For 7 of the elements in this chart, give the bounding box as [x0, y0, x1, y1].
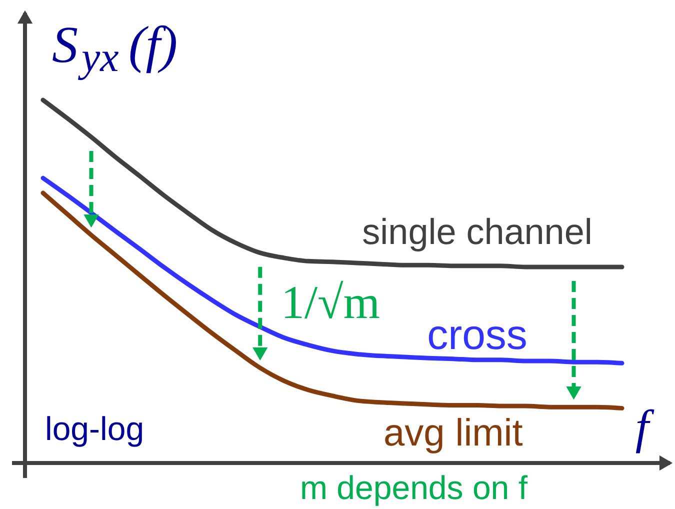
- series-label: avg limit: [383, 412, 524, 454]
- series-label: single channel: [362, 210, 592, 252]
- x-axis-title: f: [635, 401, 654, 454]
- annotation: 1/√m: [281, 277, 380, 329]
- annotation: log-log: [45, 410, 144, 447]
- series-label: cross: [427, 310, 528, 358]
- text: m depends on f: [300, 469, 528, 506]
